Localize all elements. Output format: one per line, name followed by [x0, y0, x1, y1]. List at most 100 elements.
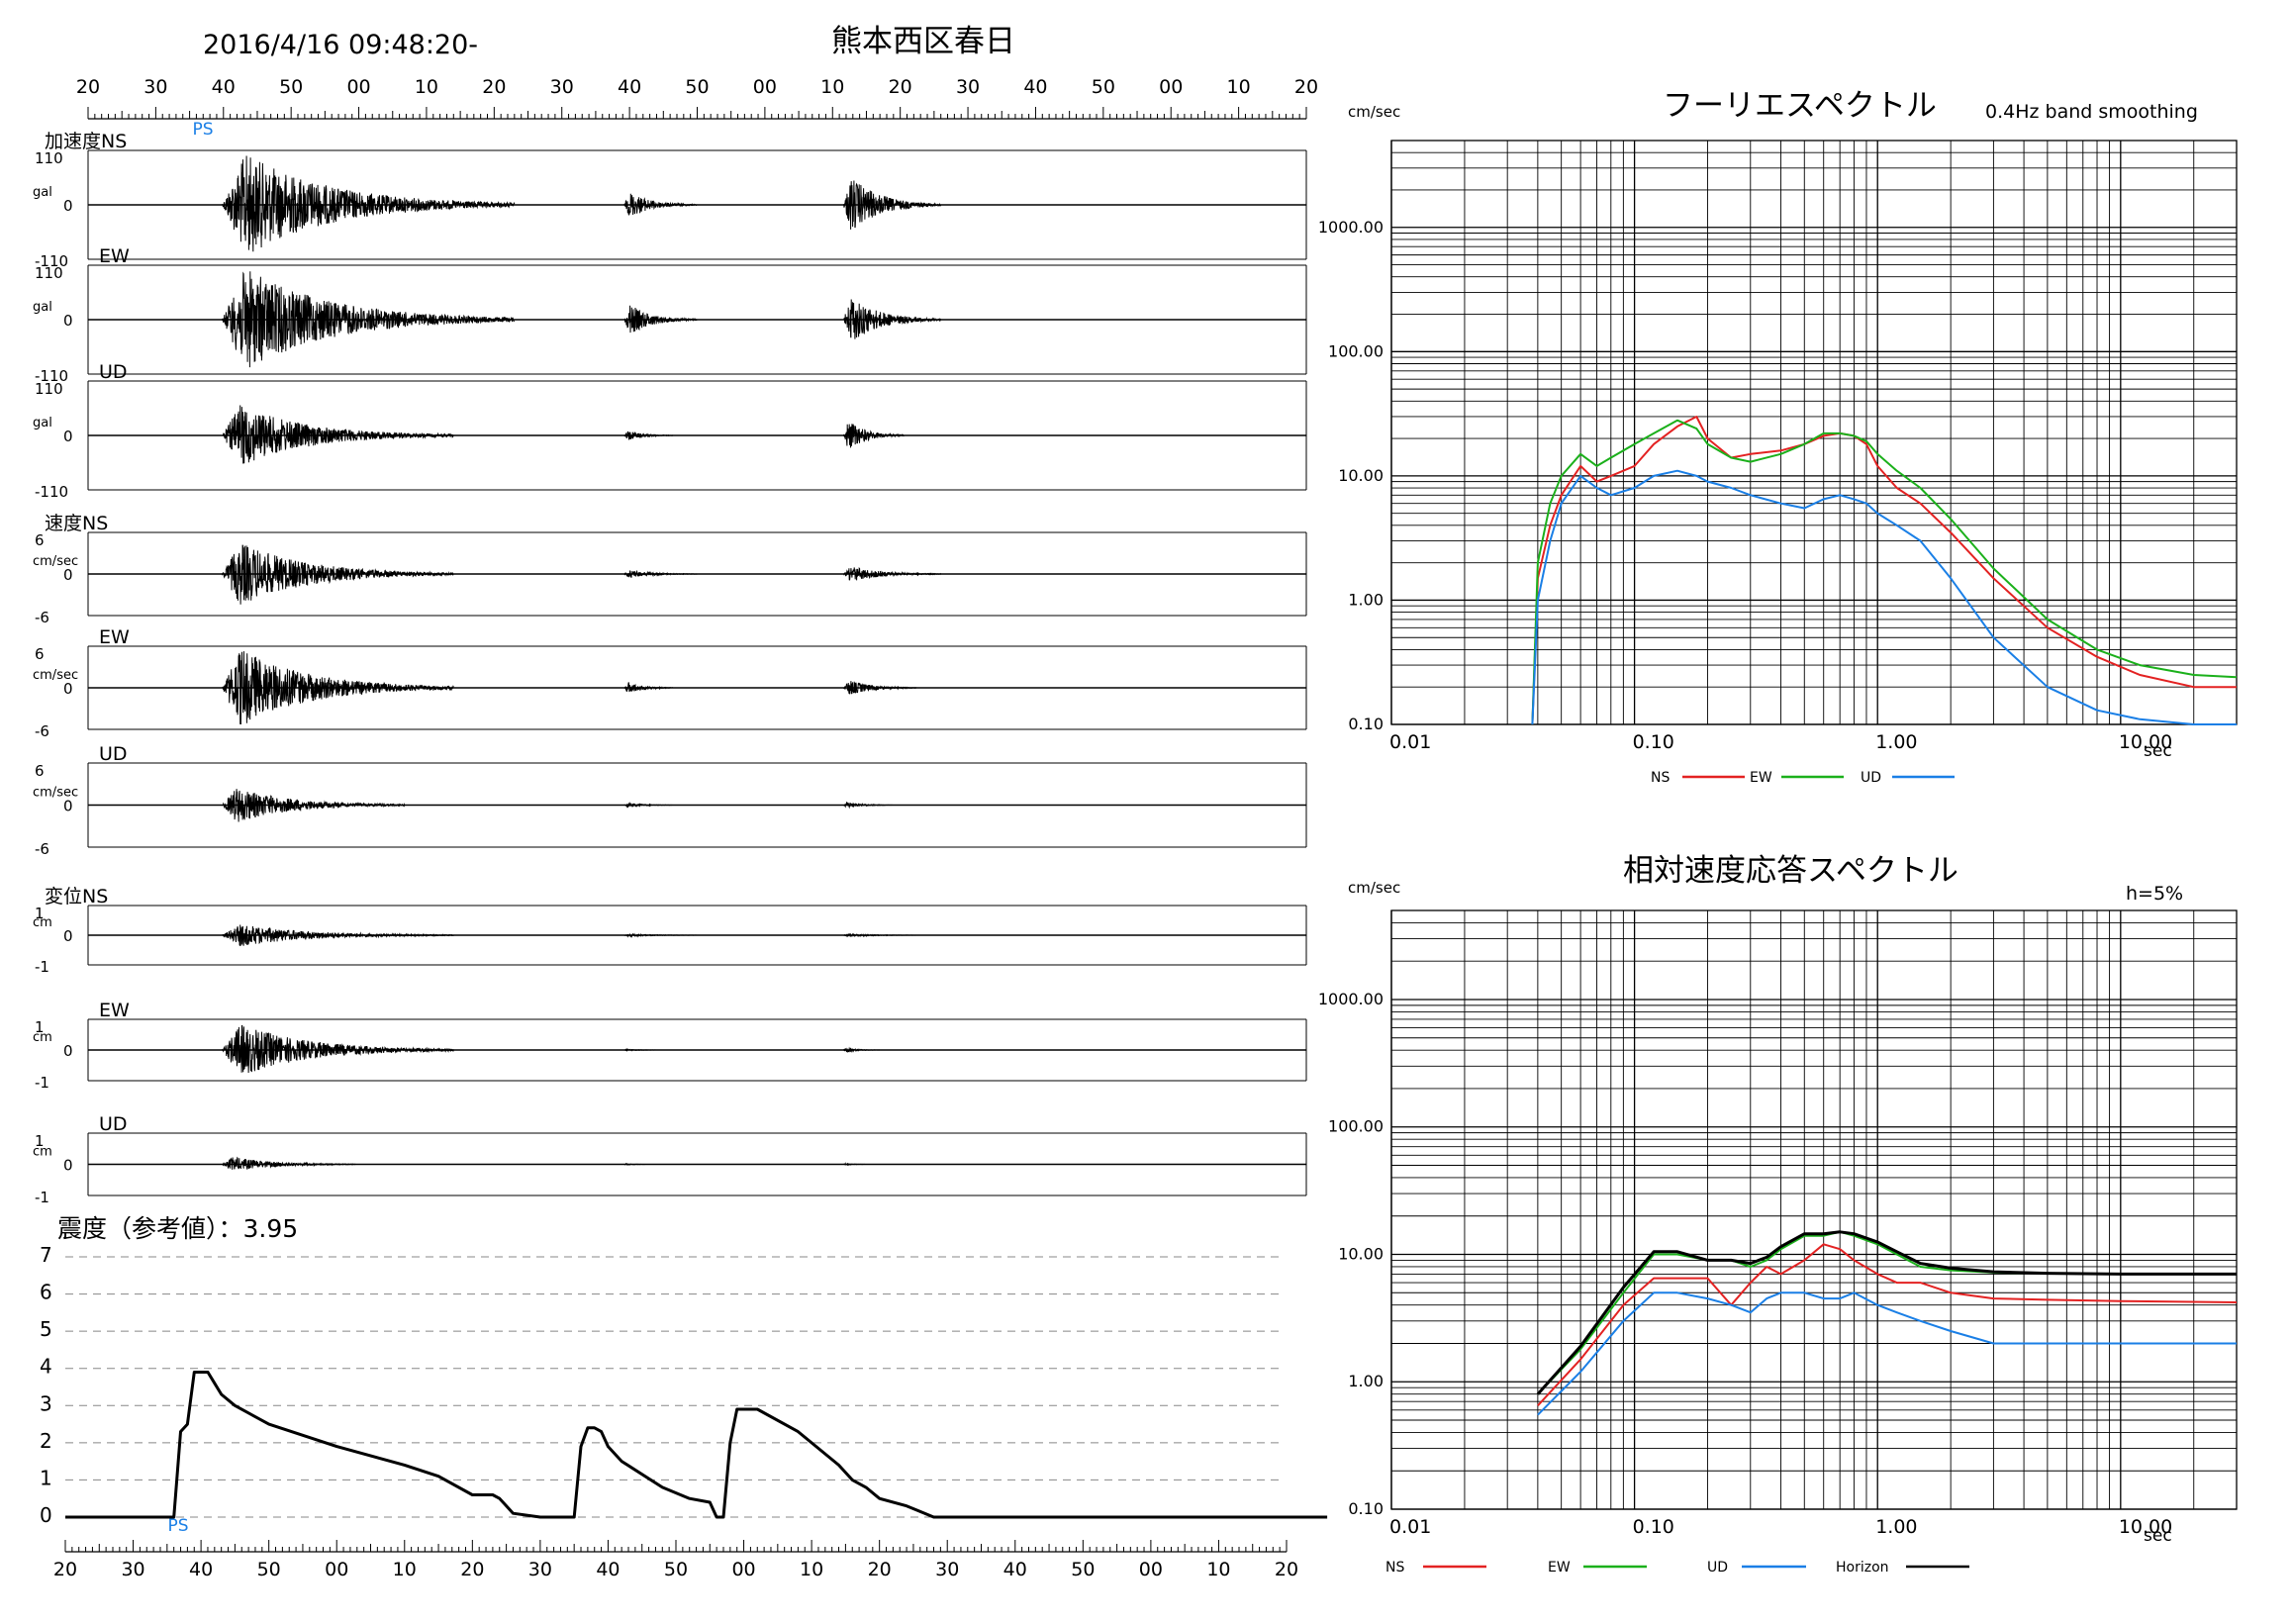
panel-label: EW — [99, 1000, 130, 1021]
response-y-unit: cm/sec — [1348, 879, 1400, 897]
y-tick-label: 10.00 — [1338, 1244, 1384, 1263]
panel-unit: cm/sec — [33, 554, 78, 569]
panel-bottom-value: -110 — [35, 252, 68, 270]
panel-top-value: 6 — [35, 762, 45, 780]
x-unit-label: sec — [2144, 741, 2172, 761]
y-tick-label: 100.00 — [1328, 341, 1384, 360]
panel-unit: gal — [33, 185, 52, 200]
top-axis-label: 10 — [415, 76, 438, 98]
intensity-y-label: 2 — [40, 1429, 52, 1453]
panel-unit: cm — [33, 915, 52, 930]
top-axis-label: 50 — [1092, 76, 1115, 98]
intensity-title: 震度（参考値）：3.95 — [57, 1214, 298, 1243]
panel-top-value: 1 — [35, 1018, 45, 1036]
waveform-trace — [222, 271, 942, 368]
fourier-y-unit: cm/sec — [1348, 103, 1400, 121]
panel-label: EW — [99, 626, 130, 648]
fourier-title: フーリエスペクトル — [1663, 88, 1937, 124]
panel-zero-value: 0 — [63, 798, 73, 815]
panel-label: UD — [99, 743, 128, 765]
panel-unit: cm — [33, 1030, 52, 1045]
bottom-axis-label: 50 — [257, 1559, 281, 1580]
panel-unit: cm — [33, 1145, 52, 1160]
top-axis-label: 00 — [1159, 76, 1183, 98]
panel-top-value: 6 — [35, 531, 45, 549]
y-tick-label: 100.00 — [1328, 1117, 1384, 1136]
series-line-ud — [1531, 469, 2237, 725]
panel-zero-value: 0 — [63, 1042, 73, 1060]
y-tick-label: 1.00 — [1348, 590, 1384, 609]
top-axis-label: 00 — [753, 76, 777, 98]
panel-unit: gal — [33, 416, 52, 430]
top-axis-label: 40 — [1023, 76, 1047, 98]
panel-top-value: 110 — [35, 380, 63, 398]
bottom-axis-label: 30 — [121, 1559, 144, 1580]
timestamp: 2016/4/16 09:48:20- — [203, 30, 478, 60]
y-tick-label: 1000.00 — [1318, 218, 1384, 237]
legend-label: NS — [1385, 1560, 1404, 1576]
intensity-chart: 0 1 2 3 4 5 6 7 20 30 40 50 00 10 20 30 40 50 00 10 20 30 40 50… — [40, 1243, 1328, 1580]
top-axis-label: 20 — [1294, 76, 1318, 98]
panel-label: UD — [99, 1113, 128, 1135]
x-tick-label: 1.00 — [1875, 731, 1917, 753]
panel-bottom-value: -110 — [35, 367, 68, 385]
panel-bottom-value: -1 — [35, 958, 49, 976]
top-axis-label: 50 — [279, 76, 303, 98]
top-axis-label: 30 — [143, 76, 167, 98]
fourier-spectrum-chart: 0.10 1.00 10.00 100.00 1000.00 0.01 0.10 1.00 10… — [1318, 140, 2238, 786]
bottom-axis-label: 20 — [1275, 1559, 1298, 1580]
top-axis-label: 00 — [346, 76, 370, 98]
panel-unit: cm/sec — [33, 668, 78, 683]
waveform-trace — [222, 789, 893, 822]
y-tick-label: 0.10 — [1348, 715, 1384, 733]
bottom-axis-label: 20 — [53, 1559, 77, 1580]
y-tick-label: 0.10 — [1348, 1499, 1384, 1518]
legend-label: EW — [1548, 1560, 1571, 1576]
bottom-axis-label: 40 — [189, 1559, 213, 1580]
y-tick-label: 1000.00 — [1318, 990, 1384, 1008]
panel-top-value: 1 — [35, 1132, 45, 1150]
top-axis-label: 30 — [550, 76, 574, 98]
response-subtitle: h=5% — [2126, 883, 2183, 905]
top-axis-label: 20 — [76, 76, 100, 98]
panel-zero-value: 0 — [63, 1157, 73, 1175]
top-axis-label: 20 — [889, 76, 912, 98]
panel-top-value: 1 — [35, 905, 45, 922]
panel-bottom-value: -6 — [35, 722, 49, 740]
top-axis-label: 10 — [820, 76, 844, 98]
panel-label: 加速度NS — [45, 131, 127, 152]
y-tick-label: 10.00 — [1338, 466, 1384, 485]
bottom-axis-label: 40 — [1003, 1559, 1027, 1580]
intensity-y-label: 3 — [40, 1391, 52, 1415]
waveform-trace — [222, 155, 942, 252]
intensity-y-label: 5 — [40, 1317, 52, 1341]
panel-unit: gal — [33, 300, 52, 315]
bottom-axis-label: 20 — [460, 1559, 484, 1580]
series-line-ns — [1531, 416, 2237, 725]
waveform-trace — [222, 1024, 881, 1074]
bottom-axis-label: 30 — [528, 1559, 552, 1580]
ps-marker-top: PS — [192, 120, 213, 140]
panel-label: 変位NS — [45, 886, 108, 908]
intensity-y-label: 4 — [40, 1355, 52, 1379]
legend-label: EW — [1750, 770, 1772, 786]
waveform-trace — [222, 651, 917, 725]
panel-top-value: 110 — [35, 149, 63, 167]
panel-top-value: 6 — [35, 645, 45, 663]
series-line-ns — [1537, 1243, 2238, 1406]
legend-label: Horizon — [1836, 1560, 1889, 1576]
top-axis-label: 50 — [685, 76, 709, 98]
top-axis-label: 20 — [482, 76, 506, 98]
waveform-trace — [222, 405, 905, 464]
bottom-axis-label: 10 — [800, 1559, 823, 1580]
series-line-ew — [1531, 419, 2238, 725]
waveform-trace — [222, 1156, 868, 1170]
top-axis-label: 40 — [212, 76, 236, 98]
intensity-y-label: 1 — [40, 1466, 52, 1489]
panel-top-value: 110 — [35, 264, 63, 282]
intensity-y-label: 7 — [40, 1243, 52, 1267]
x-tick-label: 0.01 — [1389, 731, 1431, 753]
panel-zero-value: 0 — [63, 927, 73, 945]
y-tick-label: 1.00 — [1348, 1372, 1384, 1390]
